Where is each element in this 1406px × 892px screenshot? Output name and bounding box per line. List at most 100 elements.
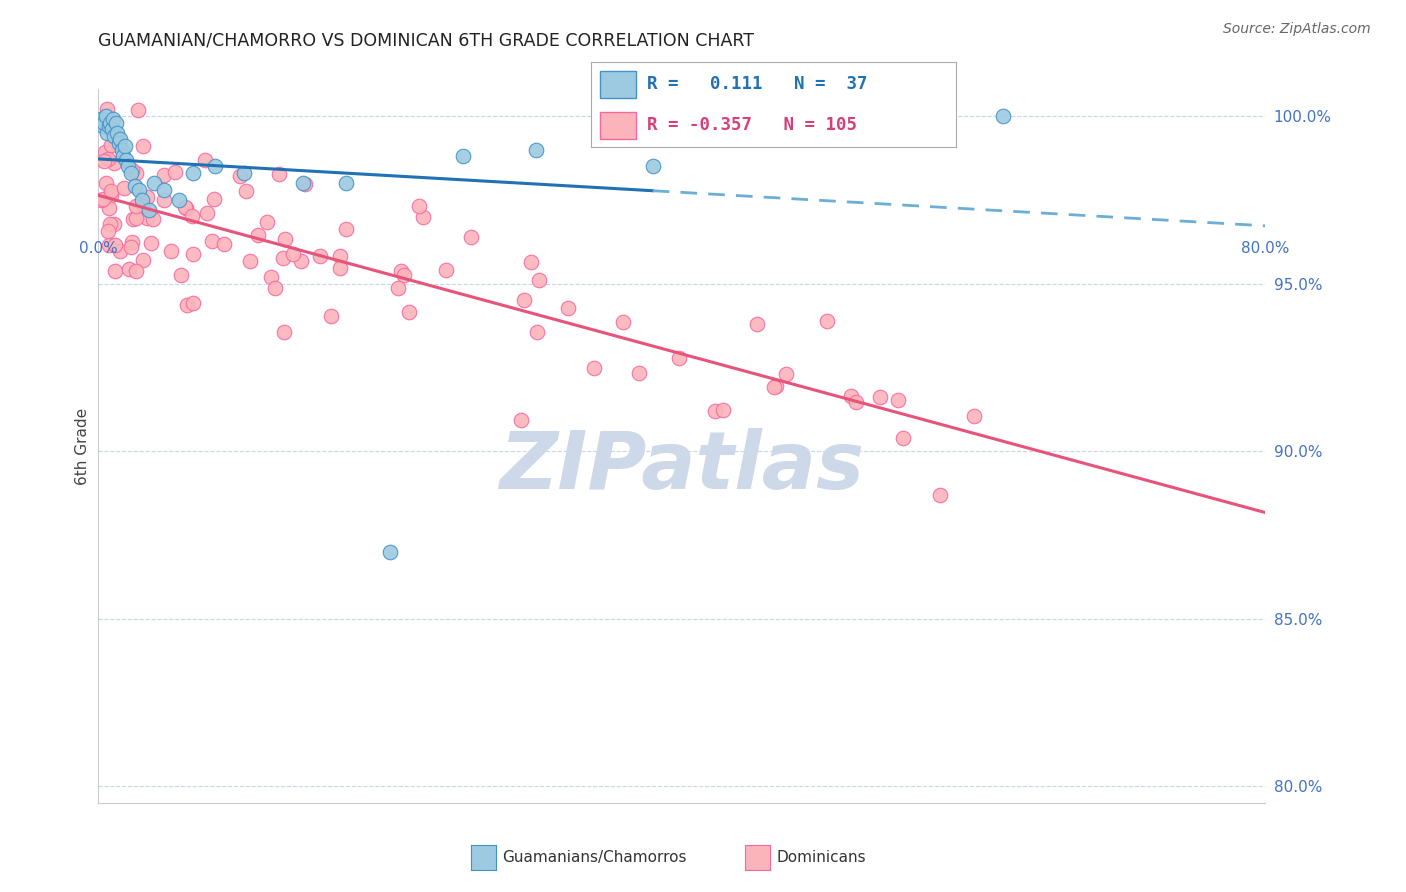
Point [335,221,357,235]
Text: ZIPatlas: ZIPatlas [499,428,865,507]
Point [127,103,149,117]
Point [281,247,304,261]
Point [120,166,142,180]
Point [229,169,252,183]
Point [93,116,115,130]
Point [100,122,122,136]
Point [891,431,914,445]
Point [329,260,352,275]
Point [235,184,257,198]
Text: 0.0%: 0.0% [79,241,118,256]
Point [165,165,187,179]
Point [170,268,193,282]
Point [273,251,295,265]
Point [96,103,118,117]
Point [131,193,153,207]
Point [160,244,183,258]
Point [201,235,224,249]
Point [93,145,115,159]
Point [98,116,121,130]
Point [96,126,118,140]
Point [132,138,155,153]
Point [115,153,138,167]
Point [329,249,352,263]
Point [335,176,357,190]
Point [152,168,174,182]
Point [121,163,143,178]
Point [202,193,225,207]
Point [704,404,727,418]
Point [412,210,434,224]
Point [256,215,278,229]
Point [264,281,287,295]
Point [114,139,136,153]
Point [627,366,650,380]
Point [135,190,157,204]
Point [460,230,482,244]
Point [100,137,122,152]
Point [212,237,235,252]
Point [104,237,127,252]
Point [181,209,204,223]
Point [97,237,120,252]
Point [93,192,115,206]
Point [451,149,474,163]
Point [612,316,634,330]
Text: Guamanians/Chamorros: Guamanians/Chamorros [502,850,686,864]
Point [408,199,430,213]
Point [128,183,150,197]
Point [105,126,128,140]
Point [378,544,402,558]
Point [174,200,197,214]
Point [527,273,550,287]
Point [194,153,217,168]
Point [138,202,160,217]
Point [583,361,606,376]
Point [121,235,143,250]
Point [97,201,120,215]
Point [103,264,125,278]
Point [246,228,269,243]
Point [112,149,135,163]
Bar [599,71,637,98]
Point [962,409,984,423]
Point [132,199,155,213]
Point [90,193,112,207]
Text: R = -0.357   N = 105: R = -0.357 N = 105 [647,116,858,134]
Point [387,281,409,295]
Text: 80.0%: 80.0% [1241,241,1289,256]
Point [108,244,131,258]
Point [103,155,125,169]
Text: GUAMANIAN/CHAMORRO VS DOMINICAN 6TH GRADE CORRELATION CHART: GUAMANIAN/CHAMORRO VS DOMINICAN 6TH GRAD… [98,31,755,49]
Point [711,403,734,417]
Point [290,253,312,268]
Point [98,217,121,231]
Point [125,264,148,278]
Point [887,393,910,408]
Point [204,159,226,173]
Point [135,211,157,225]
Point [103,129,125,144]
Point [195,206,218,220]
Point [239,253,262,268]
Point [509,413,531,427]
Point [153,193,176,207]
Point [273,232,295,246]
Point [101,112,124,127]
Point [176,298,198,312]
Point [131,252,153,267]
Text: Source: ZipAtlas.com: Source: ZipAtlas.com [1223,22,1371,37]
Point [308,249,330,263]
Point [869,390,891,404]
Point [845,395,868,409]
Bar [599,112,637,139]
Point [104,135,127,149]
Point [389,264,412,278]
Point [167,193,190,207]
Point [108,136,131,150]
Point [97,119,120,133]
Point [524,143,547,157]
Point [181,247,204,261]
Point [93,153,115,168]
Point [181,166,204,180]
